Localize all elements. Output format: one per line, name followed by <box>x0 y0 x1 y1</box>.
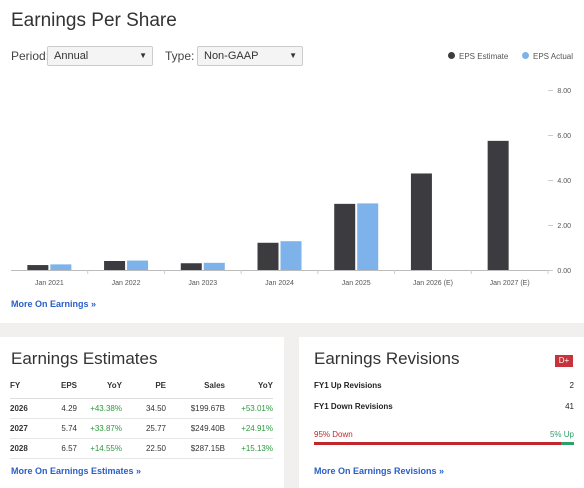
chevron-down-icon: ▼ <box>289 51 297 60</box>
bar-estimate <box>487 140 509 270</box>
x-tick-label: Jan 2023 <box>188 280 217 287</box>
cell-eps: 4.29 <box>36 398 77 419</box>
period-select[interactable]: Annual ▼ <box>47 46 153 66</box>
col-pe: PE <box>122 379 166 399</box>
estimates-title: Earnings Estimates <box>11 349 158 368</box>
col-sales-yoy: YoY <box>225 379 273 399</box>
bar-estimate <box>104 261 126 270</box>
revisions-up-fill <box>561 442 574 445</box>
type-select[interactable]: Non-GAAP ▼ <box>197 46 303 66</box>
x-tick-label: Jan 2027 (E) <box>490 280 530 287</box>
down-revisions-value: 41 <box>565 402 574 411</box>
type-label: Type: <box>165 49 195 63</box>
legend-estimate-label: EPS Estimate <box>459 52 509 61</box>
table-row: 2026 4.29 +43.38% 34.50 $199.67B +53.01% <box>10 398 273 419</box>
x-tick-label: Jan 2025 <box>342 280 371 287</box>
col-yoy: YoY <box>77 379 122 399</box>
table-header-row: FY EPS YoY PE Sales YoY <box>10 379 273 399</box>
bar-actual <box>127 260 149 270</box>
legend-actual-swatch <box>522 52 529 60</box>
type-value: Non-GAAP <box>204 50 259 62</box>
x-tick-label: Jan 2024 <box>265 280 294 287</box>
legend-actual[interactable]: EPS Actual <box>522 52 573 61</box>
bar-estimate <box>257 242 279 270</box>
bar-estimate <box>27 265 49 270</box>
estimates-table: FY EPS YoY PE Sales YoY 2026 4.29 +43.38… <box>10 379 273 459</box>
down-revisions-label: FY1 Down Revisions <box>314 402 393 411</box>
bar-actual <box>280 241 302 270</box>
period-value: Annual <box>54 50 89 62</box>
cell-sales-yoy: +24.91% <box>225 418 273 439</box>
cell-sales: $199.67B <box>166 398 225 419</box>
x-tick-label: Jan 2026 (E) <box>413 280 453 287</box>
bar-estimate <box>334 203 356 270</box>
col-sales: Sales <box>166 379 225 399</box>
revisions-panel <box>299 337 584 488</box>
eps-chart: 0.00 2.00 4.00 6.00 8.00 Jan 2021 Jan 2022 Jan … <box>11 88 571 287</box>
cell-pe: 34.50 <box>122 398 166 419</box>
chevron-down-icon: ▼ <box>139 51 147 60</box>
legend-estimate-swatch <box>448 52 455 60</box>
down-percent-label: 95% Down <box>314 430 353 439</box>
eps-panel: Earnings Per Share Period: Annual ▼ Type… <box>0 0 584 323</box>
period-label: Period: <box>11 49 50 63</box>
bar-actual <box>357 203 379 270</box>
col-fy: FY <box>10 379 36 399</box>
y-tick-label: 0.00 <box>557 268 571 275</box>
page-title: Earnings Per Share <box>11 10 177 31</box>
up-percent-label: 5% Up <box>549 430 574 439</box>
revisions-grade-badge: D+ <box>555 355 573 367</box>
cell-eps: 5.74 <box>36 418 77 439</box>
cell-fy: 2027 <box>10 418 36 439</box>
y-tick-label: 6.00 <box>557 133 571 140</box>
cell-sales: $249.40B <box>166 418 225 439</box>
cell-yoy: +43.38% <box>77 398 122 419</box>
y-tick-label: 2.00 <box>557 223 571 230</box>
cell-sales: $287.15B <box>166 438 225 459</box>
more-earnings-link[interactable]: More On Earnings » <box>11 299 97 309</box>
table-row: 2027 5.74 +33.87% 25.77 $249.40B +24.91% <box>10 418 273 439</box>
legend-actual-label: EPS Actual <box>533 52 574 61</box>
up-revisions-value: 2 <box>569 381 574 390</box>
bar-estimate <box>180 263 202 270</box>
more-estimates-link[interactable]: More On Earnings Estimates » <box>11 466 142 476</box>
y-tick-label: 8.00 <box>557 88 571 95</box>
cell-pe: 25.77 <box>122 418 166 439</box>
bar-actual <box>50 264 72 270</box>
revisions-title: Earnings Revisions <box>314 349 460 368</box>
cell-yoy: +33.87% <box>77 418 122 439</box>
up-revisions-label: FY1 Up Revisions <box>314 381 382 390</box>
more-revisions-link[interactable]: More On Earnings Revisions » <box>314 466 445 476</box>
cell-fy: 2026 <box>10 398 36 419</box>
revisions-ratio-bar <box>314 442 574 445</box>
bar-estimate <box>410 173 432 270</box>
table-row: 2028 6.57 +14.55% 22.50 $287.15B +15.13% <box>10 438 273 459</box>
x-tick-label: Jan 2022 <box>112 280 141 287</box>
legend-estimate[interactable]: EPS Estimate <box>448 52 508 61</box>
cell-eps: 6.57 <box>36 438 77 459</box>
down-revisions-row: FY1 Down Revisions 41 <box>314 402 574 411</box>
bar-actual <box>203 262 225 270</box>
cell-sales-yoy: +15.13% <box>225 438 273 459</box>
cell-yoy: +14.55% <box>77 438 122 459</box>
cell-pe: 22.50 <box>122 438 166 459</box>
cell-sales-yoy: +53.01% <box>225 398 273 419</box>
x-tick-label: Jan 2021 <box>35 280 64 287</box>
col-eps: EPS <box>36 379 77 399</box>
y-tick-label: 4.00 <box>557 178 571 185</box>
cell-fy: 2028 <box>10 438 36 459</box>
up-revisions-row: FY1 Up Revisions 2 <box>314 381 574 390</box>
